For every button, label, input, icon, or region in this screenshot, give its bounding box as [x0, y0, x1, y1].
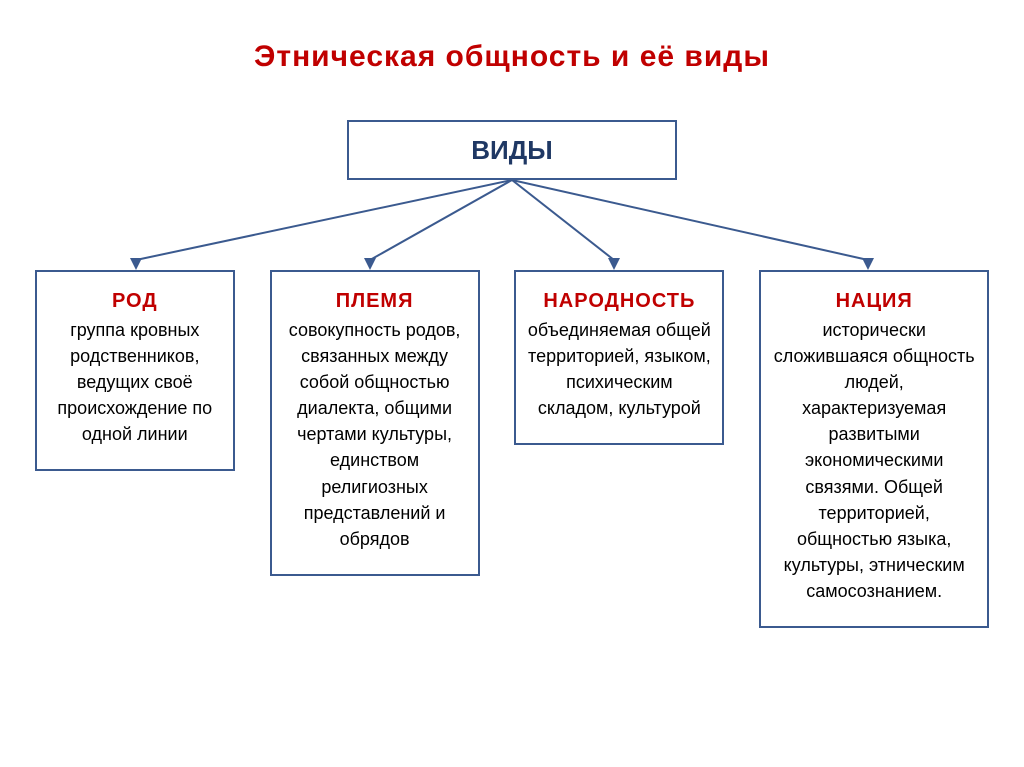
card-0: РОД группа кровных родственников, ведущих…: [35, 270, 235, 471]
card-1: ПЛЕМЯ совокупность родов, связанных между…: [270, 270, 480, 576]
cards-row: РОД группа кровных родственников, ведущих…: [0, 270, 1024, 628]
card-title-1: ПЛЕМЯ: [336, 290, 414, 313]
card-3: НАЦИЯ исторически сложившаяся общность лю…: [759, 270, 989, 628]
card-title-3: НАЦИЯ: [836, 290, 913, 313]
title-text: Этническая общность и её виды: [254, 40, 770, 73]
root-label: ВИДЫ: [471, 135, 552, 166]
connector-svg: [0, 180, 1024, 270]
card-desc-0: группа кровных родственников, ведущих св…: [47, 317, 223, 447]
card-desc-1: совокупность родов, связанных между собо…: [282, 317, 468, 552]
card-2: НАРОДНОСТЬ объединяемая общей территорией…: [514, 270, 724, 445]
root-node: ВИДЫ: [347, 120, 677, 180]
page-title: Этническая общность и её виды: [0, 0, 1024, 74]
card-title-0: РОД: [112, 290, 158, 313]
card-desc-3: исторически сложившаяся общность людей, …: [771, 317, 977, 604]
card-title-2: НАРОДНОСТЬ: [543, 290, 695, 313]
card-desc-2: объединяемая общей территорией, языком, …: [526, 317, 712, 421]
